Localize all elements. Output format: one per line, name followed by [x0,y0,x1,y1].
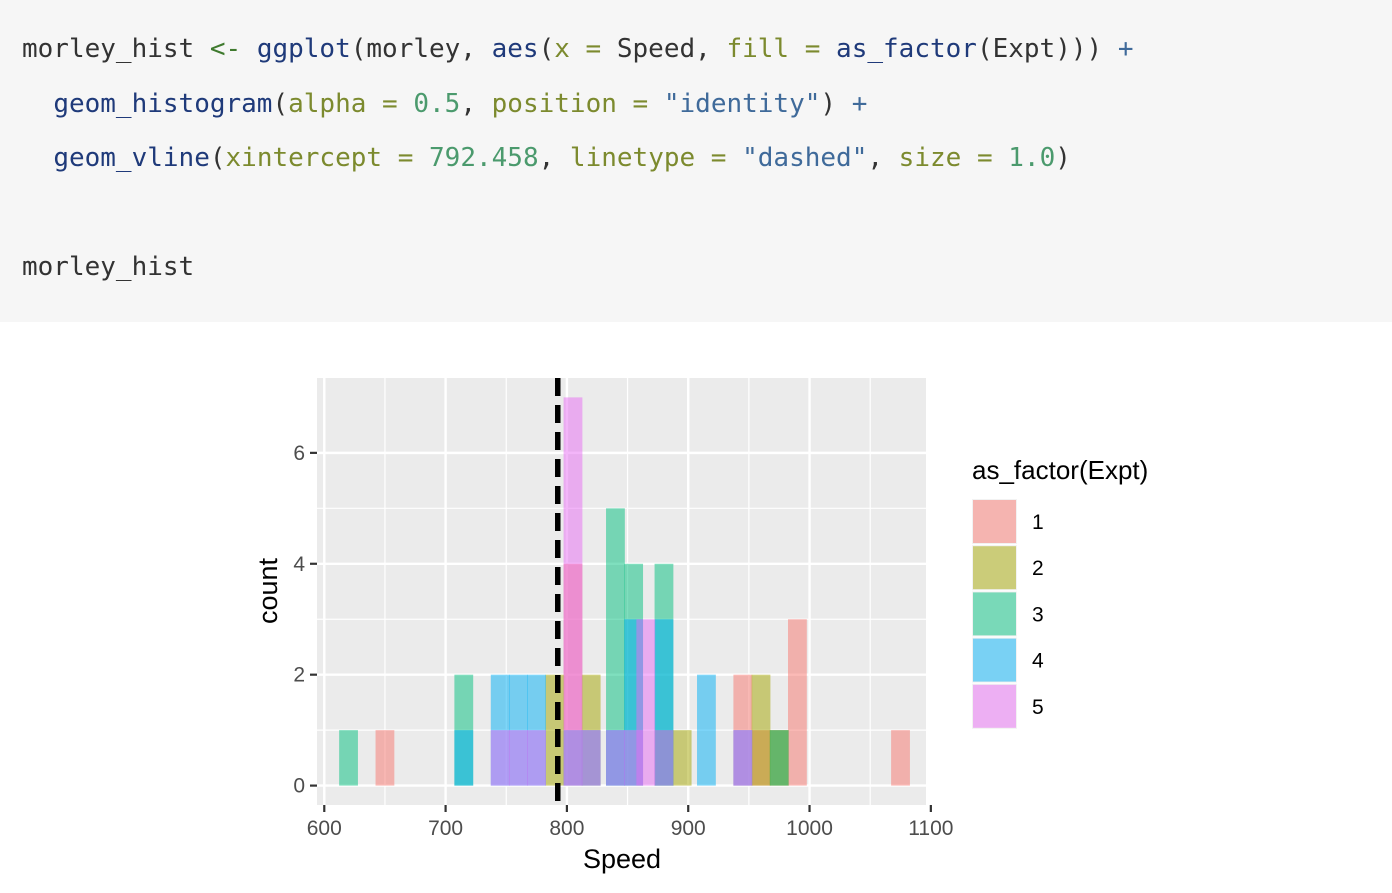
histogram-bar-expt-1 [788,619,807,786]
legend-key-expt-2 [973,546,1016,590]
y-tick-label: 2 [293,664,305,687]
legend: 1 2 3 4 5 [972,499,1044,729]
legend-label-expt-4: 4 [1032,650,1044,673]
histogram-chart: 600 700 800 900 1000 1100 0 2 4 6 Speed count as_… [253,378,1148,874]
x-tick-label: 600 [307,817,342,840]
histogram-bar-expt-5 [654,730,674,786]
histogram-bar-expt-2 [751,674,771,786]
code-block: morley_hist <- ggplot(morley, aes(x = Sp… [0,0,1392,322]
legend-label-expt-1: 1 [1032,511,1044,534]
histogram-bar-expt-2 [545,674,565,786]
x-tick-label: 900 [671,817,706,840]
histogram-bar-expt-1 [891,730,910,786]
legend-title: as_factor(Expt) [972,455,1148,485]
legend-label-expt-5: 5 [1032,696,1044,719]
y-tick-label: 6 [293,442,305,465]
x-tick-label: 1000 [786,817,833,840]
histogram-bar-expt-5 [508,730,528,786]
histogram-bar-expt-1 [375,730,395,786]
histogram-bar-expt-3 [769,730,789,786]
legend-label-expt-3: 3 [1032,603,1044,626]
code-line-2: geom_histogram(alpha = 0.5, position = "… [53,88,868,119]
histogram-bars [339,397,910,786]
x-axis-title: Speed [583,844,661,874]
x-tick-label: 1100 [908,817,953,840]
legend-key-expt-4 [973,638,1016,682]
code-text: morley_hist <- ggplot(morley, aes(x = Sp… [22,22,1133,295]
axes: 600 700 800 900 1000 1100 0 2 4 6 [293,442,953,840]
histogram-bar-expt-5 [527,730,546,786]
code-line-1: morley_hist <- ggplot(morley, aes(x = Sp… [22,34,1134,64]
x-tick-label: 700 [428,817,463,840]
histogram-bar-expt-5 [636,619,656,786]
histogram-bar-expt-5 [733,730,753,786]
histogram-plot: 600 700 800 900 1000 1100 0 2 4 6 Speed count as_… [0,322,1392,888]
histogram-bar-expt-3 [606,508,625,786]
code-line-5: morley_hist [22,252,195,282]
legend-key-expt-1 [973,500,1016,543]
histogram-bar-expt-5 [563,397,583,786]
histogram-bar-expt-4 [454,730,474,786]
histogram-bar-expt-3 [339,730,358,786]
legend-key-expt-5 [973,684,1016,728]
y-axis-title: count [253,557,283,624]
y-tick-label: 4 [293,553,305,576]
legend-label-expt-2: 2 [1032,557,1044,580]
histogram-bar-expt-4 [697,674,716,786]
histogram-bar-expt-5 [581,730,601,786]
histogram-bar-expt-2 [672,730,692,786]
code-line-3: geom_vline(xintercept = 792.458, linetyp… [53,143,1071,173]
histogram-bar-expt-5 [490,730,510,786]
histogram-bar-expt-5 [606,730,625,786]
x-tick-label: 800 [549,817,584,840]
legend-key-expt-3 [973,592,1016,636]
y-tick-label: 0 [293,775,305,798]
